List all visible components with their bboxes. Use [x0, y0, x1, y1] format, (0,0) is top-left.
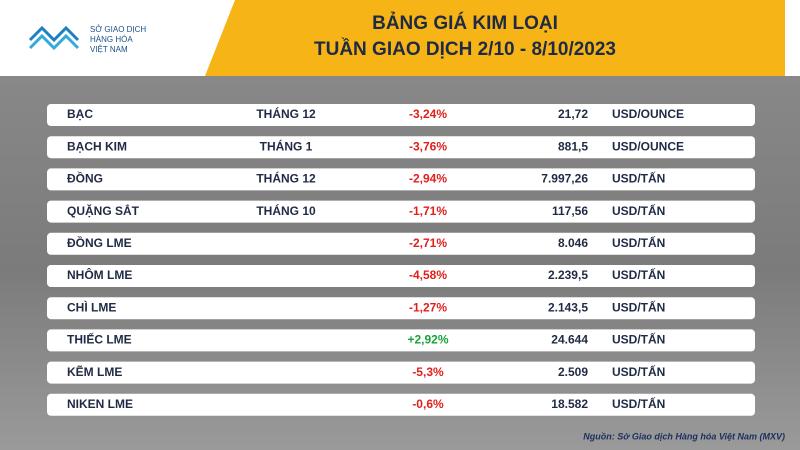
row-background [47, 168, 755, 191]
unit: USD/TẤN [612, 332, 665, 347]
contract-month: THÁNG 12 [256, 106, 316, 121]
change: -3,24% [409, 107, 447, 121]
contract-month: THÁNG 1 [260, 138, 313, 153]
price: 881,5 [558, 139, 588, 153]
metal-name: BẠC [67, 107, 93, 121]
logo-icon [28, 25, 80, 51]
source: Nguồn: Sở Giao dịch Hàng hóa Việt Nam (M… [583, 431, 785, 441]
contract-month: THÁNG 10 [256, 203, 316, 218]
title: TUẦN GIAO DỊCH 2/10 - 8/10/2023 [314, 38, 616, 60]
metal-name: KẼM LME [67, 364, 122, 379]
price: 2.239,5 [548, 268, 588, 282]
unit: USD/TẤN [612, 364, 665, 379]
metal-name: CHÌ LME [67, 299, 116, 314]
price: 8.046 [558, 236, 588, 250]
change: -2,94% [409, 172, 447, 186]
contract-month: THÁNG 12 [256, 171, 316, 186]
metal-name: QUẶNG SẮT [67, 203, 140, 218]
unit: USD/OUNCE [612, 107, 684, 121]
metal-name: ĐỒNG [67, 171, 103, 186]
title: BẢNG GIÁ KIM LOẠI [372, 12, 558, 34]
metal-name: BẠCH KIM [67, 139, 127, 153]
metal-name: ĐỒNG LME [67, 235, 132, 250]
unit: USD/TẤN [612, 267, 665, 282]
price: 18.582 [551, 397, 588, 411]
row-background [47, 265, 755, 287]
change: +2,92% [407, 333, 448, 347]
row-background [47, 329, 755, 352]
unit: USD/TẤN [612, 235, 665, 250]
row-background [47, 136, 755, 159]
change: -0,6% [412, 397, 444, 411]
change: -4,58% [409, 268, 447, 282]
metal-name: NIKEN LME [67, 397, 133, 411]
row-background [47, 361, 755, 384]
logo-text: SỞ GIAO DỊCH [90, 25, 146, 34]
change: -2,71% [409, 236, 447, 250]
price: 24.644 [551, 333, 588, 347]
unit: USD/TẤN [612, 171, 665, 186]
row-background [47, 393, 755, 416]
logo-text: VIỆT NAM [90, 45, 128, 54]
row-background [47, 297, 755, 320]
metal-name: NHÔM LME [67, 267, 132, 282]
unit: USD/TẤN [612, 396, 665, 411]
price: 2.509 [558, 365, 588, 379]
unit: USD/TẤN [612, 299, 665, 314]
change: -3,76% [409, 139, 447, 153]
change: -1,27% [409, 300, 447, 314]
row-background [47, 200, 755, 223]
row-background [47, 104, 755, 126]
metal-name: THIẾC LME [67, 332, 132, 347]
logo-text: HÀNG HÓA [90, 35, 133, 44]
row-background [47, 232, 755, 255]
table: BẠC THÁNG 12 -3,24% 21,72 USD/OUNCE BẠCH KIM T… [47, 104, 755, 416]
price: 21,72 [558, 107, 588, 121]
unit: USD/OUNCE [612, 139, 684, 153]
price: 2.143,5 [548, 300, 588, 314]
change: -5,3% [412, 365, 444, 379]
change: -1,71% [409, 204, 447, 218]
title-banner [205, 0, 785, 76]
price: 117,56 [552, 204, 588, 218]
price: 7.997,26 [541, 172, 588, 186]
unit: USD/TẤN [612, 203, 665, 218]
